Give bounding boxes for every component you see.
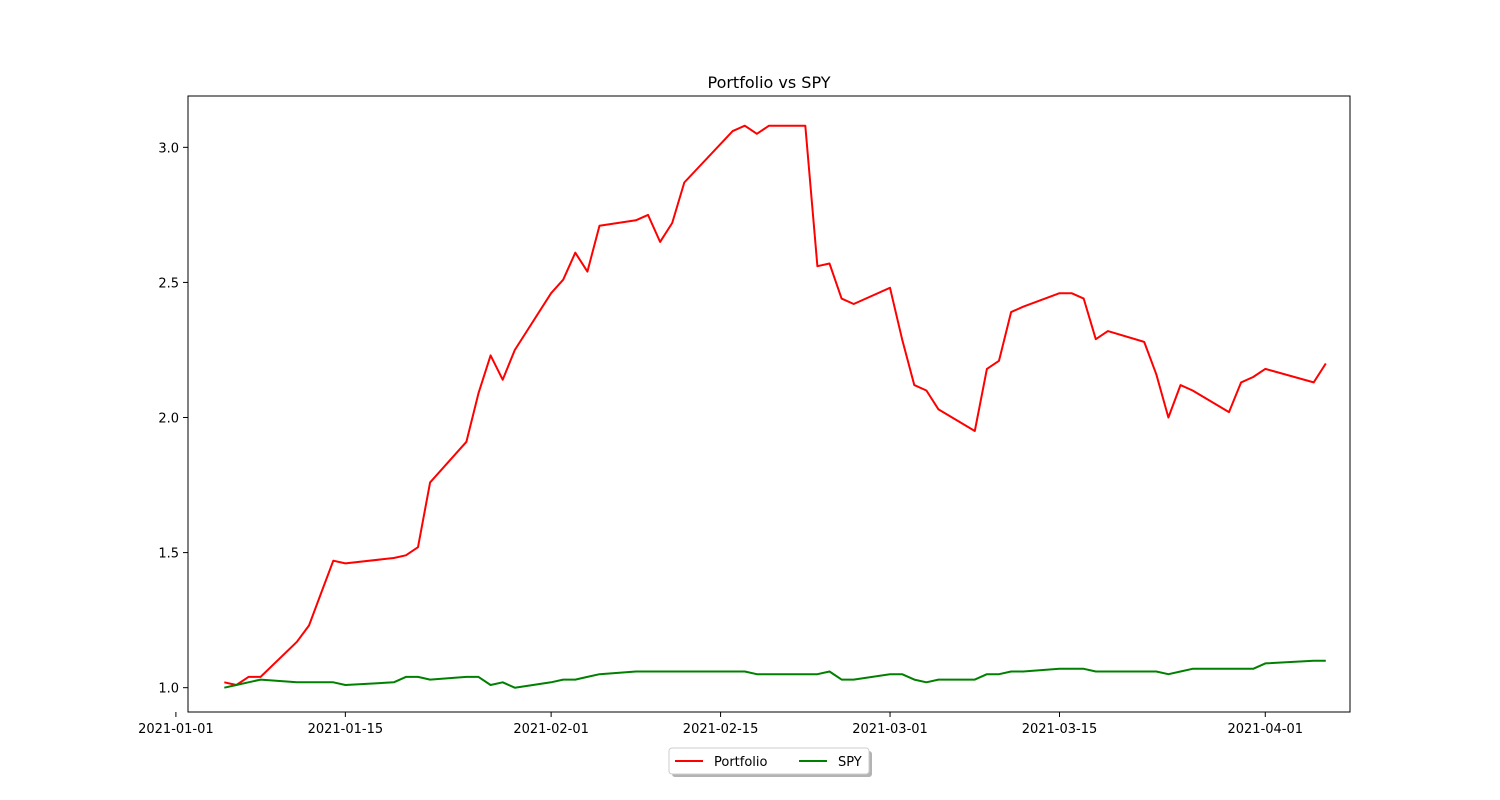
axes: 2021-01-01 2021-01-15 2021-02-01 2021-02-15… bbox=[138, 95, 1351, 737]
series-line-portfolio bbox=[224, 124, 1327, 686]
legend-label-spy: SPY bbox=[838, 755, 862, 770]
plot-area bbox=[224, 124, 1327, 689]
series-line-spy bbox=[224, 659, 1326, 689]
x-tick-label: 2021-03-15 bbox=[1022, 722, 1098, 737]
y-tick-label: 2.5 bbox=[158, 276, 179, 291]
legend: Portfolio SPY bbox=[668, 747, 872, 777]
axes-frame bbox=[187, 95, 1351, 713]
x-tick-label: 2021-03-01 bbox=[852, 722, 928, 737]
chart-title: Portfolio vs SPY bbox=[707, 73, 830, 92]
y-tick-label: 3.0 bbox=[158, 141, 179, 156]
legend-label-portfolio: Portfolio bbox=[714, 755, 768, 770]
x-tick-label: 2021-01-15 bbox=[308, 722, 384, 737]
y-tick-label: 1.5 bbox=[158, 547, 179, 562]
x-tick-label: 2021-04-01 bbox=[1227, 722, 1303, 737]
x-tick-label: 2021-02-15 bbox=[683, 722, 759, 737]
legend-box bbox=[668, 747, 870, 775]
y-tick-label: 1.0 bbox=[158, 682, 179, 697]
x-tick-label: 2021-01-01 bbox=[138, 722, 214, 737]
y-tick-label: 2.0 bbox=[158, 412, 179, 427]
x-tick-label: 2021-02-01 bbox=[513, 722, 589, 737]
